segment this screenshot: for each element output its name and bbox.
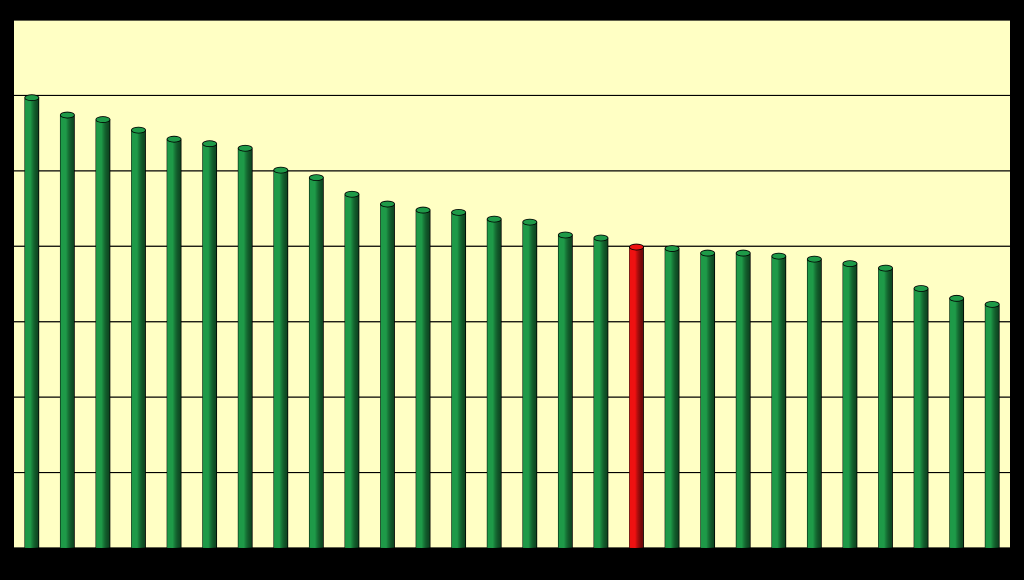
bar-shade xyxy=(985,304,1000,548)
bar-shade xyxy=(842,263,857,548)
bar-shade xyxy=(344,194,359,549)
bar xyxy=(878,264,893,549)
bar-top xyxy=(308,174,324,182)
bar-shade xyxy=(736,253,751,548)
base xyxy=(14,548,1010,553)
bar-shade xyxy=(95,119,110,549)
bar-shade xyxy=(380,204,395,548)
bar xyxy=(842,260,858,549)
bar-top xyxy=(415,206,431,214)
bar-shade xyxy=(487,219,502,549)
bar xyxy=(629,243,644,549)
bar-top xyxy=(237,144,253,152)
bar xyxy=(806,255,822,549)
bar-shade xyxy=(807,259,822,548)
bar xyxy=(95,116,111,549)
bar xyxy=(486,215,502,549)
bar-shade xyxy=(914,288,929,548)
bar xyxy=(522,218,538,549)
bar xyxy=(664,245,680,549)
bar-shade xyxy=(24,97,39,548)
bar-top xyxy=(24,94,40,102)
bar xyxy=(593,234,609,549)
bar-top xyxy=(913,285,929,292)
bar-top xyxy=(806,255,822,263)
bar-shade xyxy=(771,256,786,548)
bar xyxy=(131,126,146,549)
bar-top xyxy=(273,166,289,174)
bar xyxy=(237,144,253,549)
bar xyxy=(59,111,75,549)
bar xyxy=(166,135,182,549)
bar-top xyxy=(700,249,716,257)
bar-shade xyxy=(700,253,715,548)
bar-shade xyxy=(451,212,466,549)
bar xyxy=(557,231,573,549)
bar-top xyxy=(202,140,218,148)
bar-shade xyxy=(522,222,537,549)
bar-shade xyxy=(878,268,893,548)
bar-shade xyxy=(629,247,644,549)
bar xyxy=(700,249,716,549)
bar xyxy=(24,94,40,549)
bar-top xyxy=(842,260,858,268)
bar-shade xyxy=(558,234,573,548)
bar-shade xyxy=(665,248,680,548)
bar-shade xyxy=(238,148,253,548)
plot-area xyxy=(14,20,1010,550)
bar-top xyxy=(522,218,538,226)
bar-shade xyxy=(593,237,608,548)
bar-top xyxy=(486,215,502,223)
bar-top xyxy=(593,234,609,242)
bar xyxy=(344,190,360,549)
bar xyxy=(202,140,218,549)
bar-shade xyxy=(202,143,217,548)
bar-top xyxy=(344,190,360,198)
bar xyxy=(380,200,395,549)
bar-top xyxy=(131,126,146,134)
bar xyxy=(913,285,929,549)
bar-top xyxy=(664,245,680,252)
bar-top xyxy=(380,200,395,208)
bar-shade xyxy=(273,170,288,549)
bar-top xyxy=(451,208,467,216)
bar-top xyxy=(984,300,1000,308)
bar-top xyxy=(735,249,751,257)
bar xyxy=(984,300,1000,549)
bar-shade xyxy=(416,210,431,548)
bar-shade xyxy=(309,177,324,548)
bar xyxy=(949,294,965,549)
bar xyxy=(735,249,751,549)
bar xyxy=(273,166,289,549)
bar-top xyxy=(949,294,965,302)
bar-shade xyxy=(949,298,964,548)
bar-shade xyxy=(167,139,182,549)
bar xyxy=(308,174,324,549)
bar-top xyxy=(166,135,182,143)
bar-top xyxy=(878,264,893,272)
bar xyxy=(771,252,787,549)
bar xyxy=(415,206,431,549)
bar-top xyxy=(59,111,75,119)
bar xyxy=(451,208,467,549)
bar-shade xyxy=(131,130,146,548)
bar-top xyxy=(771,252,787,260)
bar-shade xyxy=(60,115,75,548)
bar-top xyxy=(95,116,111,123)
bar-top xyxy=(557,231,573,239)
bar-top xyxy=(629,243,644,251)
